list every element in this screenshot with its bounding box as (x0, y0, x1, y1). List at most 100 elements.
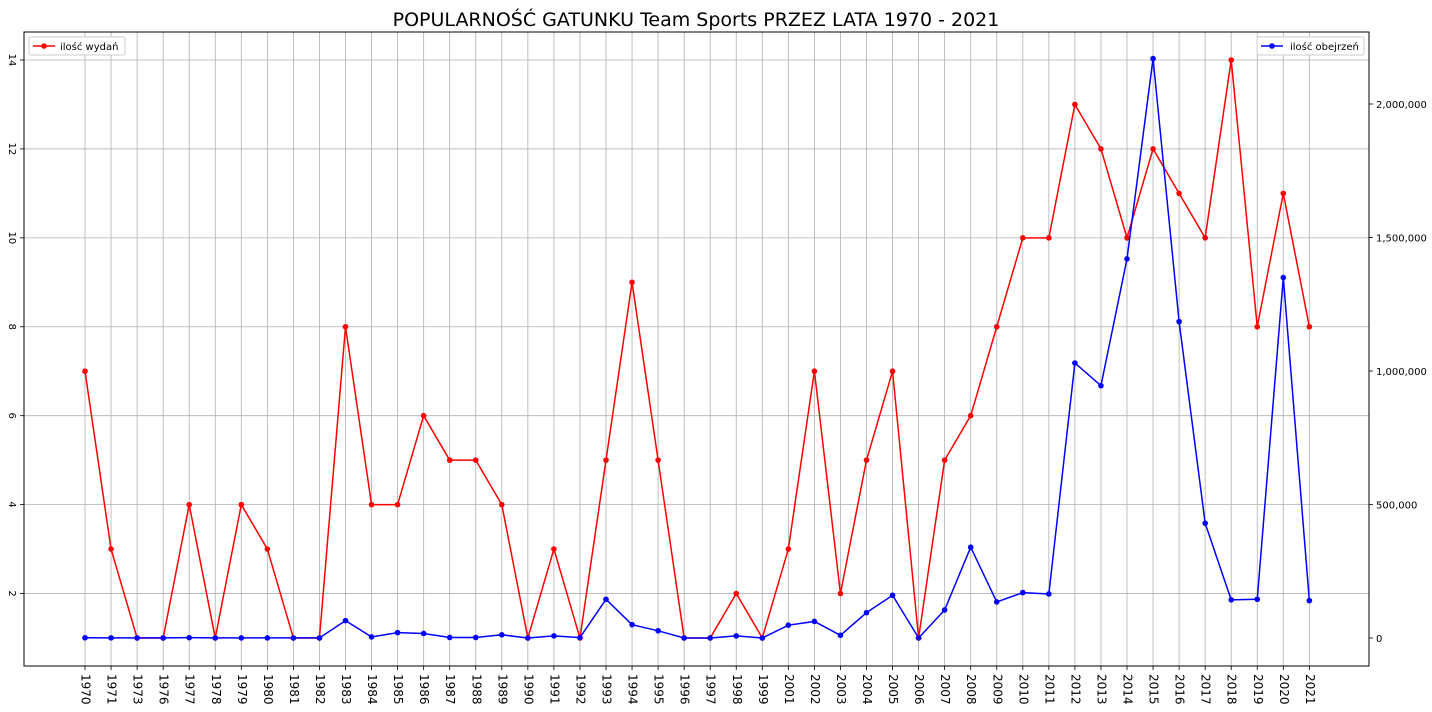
data-point-0 (629, 279, 635, 286)
x-tick-label: 1977 (183, 674, 197, 705)
data-point-0 (1072, 101, 1078, 108)
data-point-1 (1176, 318, 1182, 325)
data-point-0 (368, 501, 375, 508)
data-point-0 (420, 412, 427, 419)
x-tick-label: 2004 (860, 674, 874, 705)
y-right-tick-label: 0 (1376, 634, 1382, 645)
series-line-1 (84, 58, 1311, 640)
data-point-1 (655, 627, 661, 634)
x-tick-label: 2012 (1068, 674, 1082, 705)
x-tick-label: 1980 (261, 674, 275, 705)
x-tick-label: 1988 (469, 674, 483, 705)
y-axis-right: 0 500,000 1,000,000 1,500,000 2,000,000 (1369, 100, 1427, 645)
data-point-1 (1228, 597, 1234, 603)
data-point-1 (472, 634, 479, 641)
x-tick-label: 1990 (521, 674, 535, 705)
x-tick-label: 1996 (678, 674, 692, 705)
data-point-1 (1046, 591, 1052, 597)
x-axis: 1970 1971 1973 1976 1977 1978 1979 1980 1981 1982… (79, 666, 1317, 705)
data-point-0 (863, 457, 870, 463)
x-tick-label: 1981 (287, 674, 301, 705)
x-tick-label: 1970 (79, 674, 93, 705)
x-tick-label: 1985 (391, 674, 405, 705)
data-point-1 (785, 622, 792, 628)
data-point-1 (134, 635, 140, 641)
x-tick-label: 1971 (105, 674, 119, 705)
x-tick-label: 2009 (990, 674, 1004, 705)
data-point-0 (1228, 57, 1234, 63)
data-point-0 (837, 590, 844, 597)
data-point-1 (1254, 596, 1261, 603)
data-point-0 (1150, 146, 1156, 152)
x-tick-label: 2019 (1251, 674, 1265, 705)
legend-right-label: ilość obejrzeń (1290, 41, 1359, 53)
data-point-1 (394, 629, 401, 636)
x-tick-label: 1976 (157, 674, 171, 705)
x-tick-label: 1994 (626, 674, 640, 705)
data-point-1 (420, 630, 427, 637)
data-point-0 (264, 546, 271, 552)
data-point-1 (160, 635, 166, 641)
x-tick-label: 1986 (417, 674, 431, 705)
y-left-tick-label: 14 (6, 54, 17, 67)
data-point-1 (1072, 360, 1078, 366)
data-point-1 (707, 635, 713, 641)
data-point-0 (238, 501, 245, 508)
data-point-1 (316, 635, 323, 641)
data-point-1 (108, 635, 114, 641)
y-left-tick-label: 12 (6, 143, 17, 156)
y-left-tick-label: 6 (6, 413, 17, 419)
data-point-1 (941, 607, 948, 613)
data-point-0 (1254, 323, 1261, 330)
plot-frame (23, 31, 1370, 667)
grid (24, 32, 1369, 666)
data-point-0 (1046, 235, 1052, 241)
data-point-0 (889, 368, 896, 375)
data-point-1 (499, 631, 505, 638)
data-point-1 (863, 609, 870, 616)
x-tick-label: 2001 (782, 674, 796, 705)
data-point-1 (733, 633, 740, 639)
x-tick-label: 1997 (704, 674, 718, 705)
x-tick-label: 2007 (938, 674, 952, 705)
x-tick-label: 1983 (339, 674, 353, 705)
data-point-0 (941, 457, 948, 463)
data-point-1 (82, 634, 88, 641)
x-tick-label: 1978 (209, 674, 223, 705)
data-point-1 (1150, 55, 1156, 62)
x-tick-label: 1973 (131, 674, 145, 705)
y-left-tick-label: 4 (6, 501, 17, 507)
data-point-0 (108, 546, 114, 552)
x-tick-label: 2008 (964, 674, 978, 705)
data-point-1 (264, 635, 271, 641)
x-tick-label: 2014 (1121, 674, 1135, 705)
data-point-0 (967, 412, 974, 419)
data-point-1 (629, 621, 635, 628)
legend-left: ilość wydań (28, 36, 126, 56)
data-point-0 (551, 546, 557, 552)
data-point-1 (915, 635, 922, 641)
data-point-0 (1124, 235, 1130, 241)
x-tick-label: 1999 (756, 674, 770, 705)
data-point-0 (472, 457, 479, 463)
legend-left-box (28, 36, 126, 56)
data-point-0 (446, 457, 453, 463)
data-point-1 (889, 592, 896, 599)
data-point-1 (1202, 520, 1208, 526)
data-point-0 (1176, 190, 1182, 197)
data-point-1 (577, 634, 583, 641)
legend-left-label: ilość wydań (60, 41, 118, 53)
x-tick-label: 2020 (1277, 674, 1291, 705)
data-point-0 (733, 590, 740, 597)
x-tick-label: 2010 (1016, 674, 1030, 705)
y-left-tick-label: 8 (6, 324, 17, 330)
data-point-1 (1124, 256, 1130, 262)
x-tick-label: 2015 (1147, 674, 1161, 705)
y-axis-left: 2 4 6 8 10 12 14 (6, 54, 24, 597)
data-point-0 (785, 546, 792, 552)
data-point-1 (186, 634, 192, 641)
x-tick-label: 2018 (1225, 674, 1239, 705)
data-point-1 (342, 617, 349, 624)
x-tick-label: 1993 (600, 674, 614, 705)
